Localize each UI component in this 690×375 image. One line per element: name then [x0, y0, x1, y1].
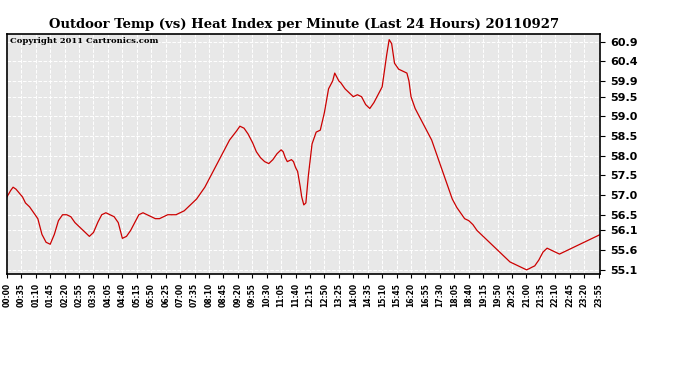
Text: Copyright 2011 Cartronics.com: Copyright 2011 Cartronics.com — [10, 38, 159, 45]
Title: Outdoor Temp (vs) Heat Index per Minute (Last 24 Hours) 20110927: Outdoor Temp (vs) Heat Index per Minute … — [48, 18, 559, 31]
